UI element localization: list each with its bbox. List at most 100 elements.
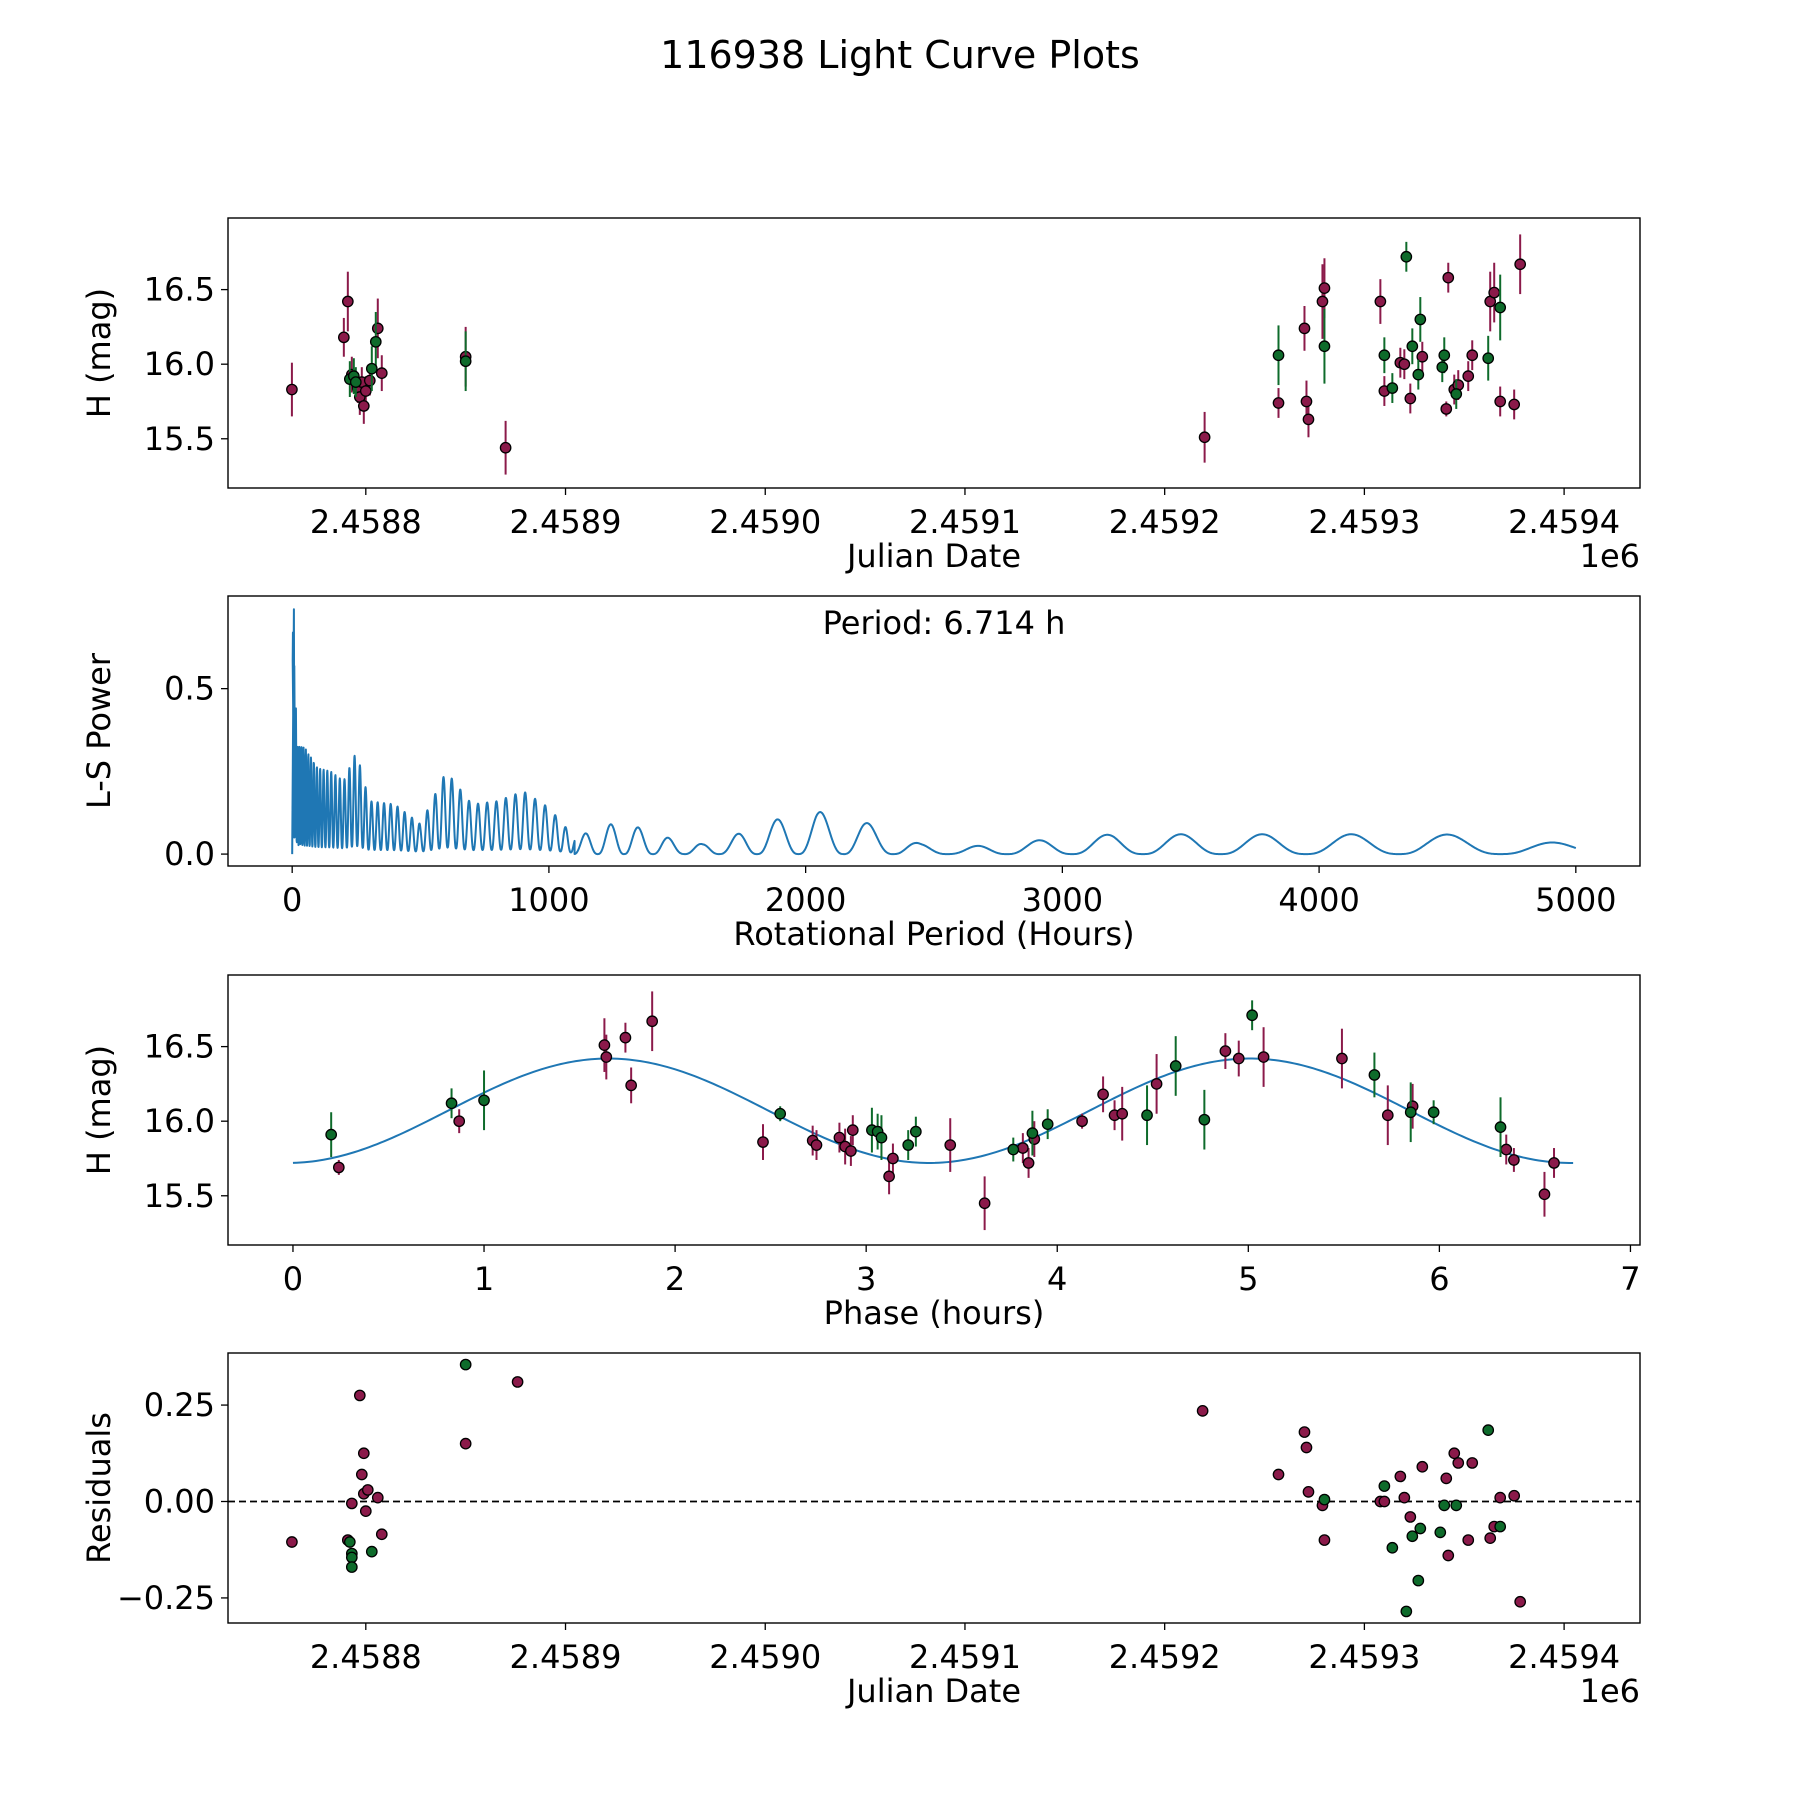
x-tick-label: 2.4592 [1109,1638,1221,1676]
x-tick-label: 2000 [765,881,846,919]
data-point-red [361,1484,374,1496]
data-point-red [1198,431,1211,444]
periodogram-panel: 0 1000 2000 3000 4000 5000 0.0 0.5 Rotational Pe… [80,595,1641,953]
data-point-green [1450,1499,1463,1512]
data-point-green [1438,1499,1451,1512]
y-tick-label: 16.0 [144,345,215,383]
data-point-red [1416,350,1429,363]
data-point-green [1318,340,1331,353]
y-tick-label: 16.0 [144,1102,215,1140]
x-tick-label: 2.4592 [1109,503,1221,541]
x-tick-label: 2 [665,1260,685,1298]
data-point-red [353,1389,366,1402]
data-point-green [1041,1118,1054,1131]
data-point-red [1022,1157,1035,1169]
data-point-green [1318,1493,1331,1506]
data-point-green [478,1094,490,1107]
data-point-red [341,295,354,308]
data-point-red [375,1528,388,1541]
data-point-red [1500,1143,1513,1156]
data-point-red [1316,295,1329,308]
period-annotation: Period: 6.714 h [823,604,1066,642]
data-point-green [325,1128,338,1141]
data-point-green [1386,1541,1399,1554]
data-point-red [757,1136,769,1148]
data-point-green [365,1545,378,1558]
data-point-red [1219,1045,1232,1057]
plot-area [286,1358,1527,1618]
data-point-green [875,1131,888,1144]
x-axis-label: Julian Date [845,1672,1021,1710]
data-point-red [978,1197,991,1210]
data-point-green [1482,352,1495,365]
y-tick-label: 15.5 [144,420,215,458]
data-point-red [286,1536,298,1548]
data-point-green [909,1125,922,1138]
x-tick-label: 2.4590 [709,1638,821,1676]
data-point-green [345,1561,358,1573]
data-point-red [887,1152,899,1165]
data-point-red [1097,1088,1109,1101]
data-point-red [1374,295,1387,308]
x-axis-label: Rotational Period (Hours) [733,915,1134,953]
x-tick-label: 0 [283,1260,303,1298]
y-tick-label: 16.5 [144,271,215,309]
axes-frame [227,974,1641,1246]
data-point-red [619,1031,632,1044]
data-point-red [600,1051,613,1063]
data-point-red [625,1079,638,1092]
data-point-red [646,1015,659,1028]
data-point-red [1442,1549,1455,1562]
data-point-green [369,335,382,348]
data-point-red [1318,1534,1331,1546]
data-point-red [1378,1495,1391,1508]
plot-area [325,991,1560,1231]
x-tick-label: 1000 [508,881,589,919]
data-point-red [459,1437,472,1450]
x-tick-label: 2.4594 [1508,1638,1620,1676]
data-point-red [511,1376,524,1388]
y-axis-label: H (mag) [80,1045,118,1175]
data-point-red [1494,1491,1507,1504]
x-tick-label: 5000 [1535,881,1616,919]
y-tick-label: 0.5 [164,670,215,708]
data-point-green [1378,349,1391,362]
data-point-red [1440,1472,1453,1485]
x-tick-label: 5 [1238,1260,1258,1298]
data-point-green [1494,301,1507,314]
data-point-green [1406,1530,1419,1543]
data-point-red [1272,1468,1285,1481]
data-point-red [1508,398,1521,411]
data-point-red [1272,397,1285,409]
data-point-green [1494,1520,1507,1533]
data-point-red [1514,1595,1527,1608]
data-point-green [1412,368,1425,381]
data-point-red [499,441,512,454]
data-point-red [1318,282,1331,294]
plot-area [286,234,1527,475]
data-point-red [375,367,388,379]
data-point-red [371,1491,384,1504]
data-point-red [1298,322,1311,335]
data-point-green [1386,382,1399,394]
data-point-red [1381,1109,1394,1122]
axes-frame [227,217,1641,489]
data-point-red [1514,258,1527,271]
data-point-red [1484,1532,1497,1544]
x-tick-label: 2.4589 [510,503,622,541]
data-point-green [1400,1605,1413,1618]
data-point-red [1452,1457,1465,1469]
data-point-green [1169,1060,1182,1072]
y-tick-label: 15.5 [144,1177,215,1215]
x-tick-label: 2.4591 [909,503,1021,541]
data-point-red [944,1139,957,1151]
data-point-red [1462,370,1475,382]
x-axis-label: Phase (hours) [824,1294,1045,1332]
data-point-green [1494,1121,1507,1134]
data-point-green [1450,388,1463,400]
x-tick-label: 2.4588 [310,503,422,541]
axes-frame [227,1352,1641,1624]
x-tick-label: 0 [282,881,302,919]
y-axis-label: H (mag) [80,288,118,418]
